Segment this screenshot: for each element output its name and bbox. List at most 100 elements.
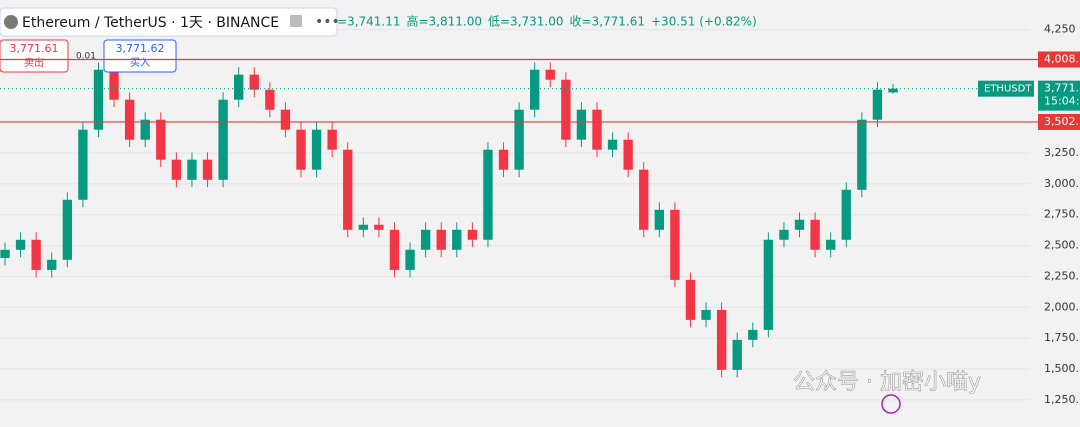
change: +30.51 (+0.82%) (651, 15, 757, 29)
y-tick-label: 2,000. (1044, 300, 1079, 313)
candle-body (763, 239, 774, 330)
candle-body (156, 119, 166, 160)
candle-body (467, 229, 478, 240)
candle-body (436, 229, 446, 250)
buy-button[interactable] (103, 39, 177, 73)
price-line-label: 3,502. (1044, 115, 1079, 128)
candle-body (530, 69, 540, 110)
y-tick-label: 3,000. (1044, 177, 1079, 190)
candle-body (202, 159, 213, 180)
sell-price: 3,771.61 (10, 42, 59, 55)
ohlc-value: =3,741.11 (337, 15, 401, 29)
candle-body (872, 89, 883, 120)
candle-body (389, 229, 400, 270)
candle-body (327, 129, 337, 150)
candle-body (171, 159, 182, 180)
y-tick-label: 2,500. (1044, 239, 1079, 252)
candle-body (93, 69, 104, 130)
candle-body (374, 224, 384, 230)
plot (0, 29, 1030, 401)
candle-body (234, 74, 244, 100)
candle-body (0, 249, 10, 258)
price-line-label: 4,008. (1044, 52, 1079, 65)
candle-body (561, 79, 571, 140)
candle-body (15, 239, 26, 250)
candle-body (716, 309, 727, 370)
y-tick-label: 1,750. (1044, 331, 1079, 344)
symbol-box[interactable] (0, 7, 338, 37)
countdown: 15:04: (1044, 95, 1079, 108)
candle-body (701, 309, 711, 320)
watermark: 公众号 · 加密小喵y (793, 370, 981, 395)
y-tick-label: 1,250. (1044, 393, 1079, 406)
flag-icon[interactable] (290, 15, 302, 27)
sell-button[interactable] (0, 39, 69, 73)
ohlc-value: 低=3,731.00 (488, 15, 564, 29)
more-icon[interactable]: ••• (315, 14, 340, 30)
y-tick-label: 2,250. (1044, 269, 1079, 282)
candle-body (311, 129, 322, 170)
eth-icon (4, 15, 18, 29)
price-line-tag (1038, 113, 1080, 130)
candle-body (124, 99, 135, 140)
price-line-tag (1038, 51, 1080, 68)
spread: 0.01 (76, 52, 96, 62)
last-price-label: 3,771. (1044, 82, 1079, 95)
buy-label: 买入 (130, 57, 150, 69)
candle-body (670, 209, 680, 280)
candle-body (685, 279, 696, 320)
candle-body (732, 339, 742, 370)
y-tick-label: 4,250 (1044, 23, 1076, 36)
y-tick-label: 2,750. (1044, 208, 1079, 221)
candle-body (592, 109, 602, 150)
sell-label: 卖出 (24, 56, 44, 69)
candle-body (639, 169, 649, 230)
candle-body (452, 229, 462, 250)
candle-body (265, 89, 275, 110)
candle-body (280, 109, 291, 130)
candle-body (841, 189, 851, 240)
flash-icon[interactable] (881, 394, 901, 414)
last-price-tag (1038, 80, 1080, 111)
candle-body (888, 88, 898, 93)
candle-body (779, 229, 789, 240)
candle-body (187, 159, 197, 180)
candle-body (140, 119, 150, 140)
candle-body (654, 209, 664, 230)
candle-body (358, 224, 368, 230)
candle-body (47, 259, 57, 270)
candle-body (483, 149, 493, 240)
candle-body (78, 129, 88, 200)
candle-body (249, 74, 259, 90)
candle-body (794, 219, 805, 230)
candle-body (343, 149, 353, 230)
candle-body (405, 249, 415, 270)
y-tick-label: 3,250. (1044, 146, 1079, 159)
candle-body (420, 229, 431, 250)
y-tick-label: 1,500. (1044, 362, 1079, 375)
symbol-tag: ETHUSDT (984, 84, 1032, 95)
candle-body (62, 199, 72, 260)
candle-body (810, 219, 820, 250)
candle-body (607, 139, 618, 150)
candle-body (31, 239, 41, 270)
ohlc-value: 高=3,811.00 (407, 14, 483, 29)
candle-body (498, 149, 509, 170)
candle-body (514, 109, 524, 170)
candle-body (545, 69, 555, 80)
ohlc-value: 收=3,771.61 (570, 15, 646, 29)
buy-price: 3,771.62 (116, 42, 165, 55)
ohlc: =3,741.11 高=3,811.00 低=3,731.00 收=3,771.61 +… (337, 14, 757, 29)
candle-body (218, 99, 228, 180)
candle-body (623, 139, 633, 170)
candle-body (748, 329, 758, 340)
candle-body (826, 239, 836, 250)
symbol-tag-bg (978, 80, 1034, 97)
candle-body (857, 119, 867, 190)
candle-body (576, 109, 587, 140)
candle-body (109, 69, 119, 100)
candle-body (296, 129, 306, 170)
symbol-title: Ethereum / TetherUS · 1天 · BINANCE (22, 15, 279, 31)
